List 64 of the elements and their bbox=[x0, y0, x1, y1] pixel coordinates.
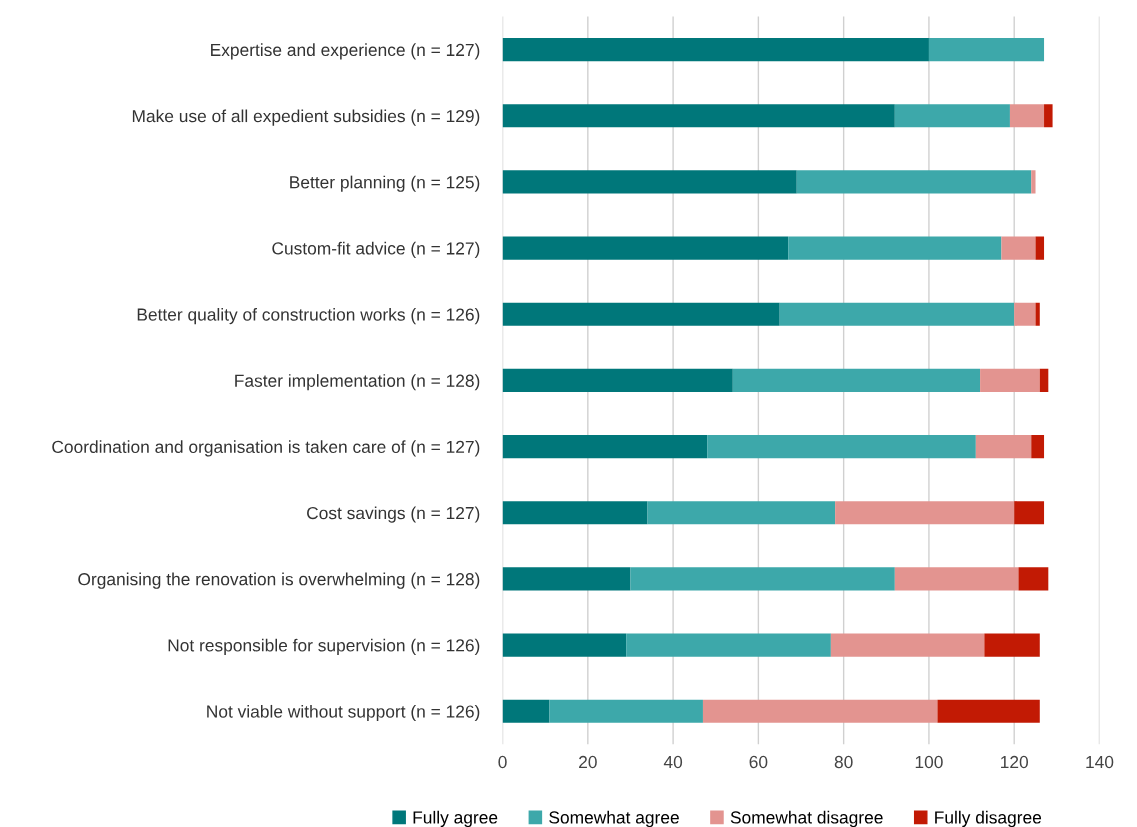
bar bbox=[502, 236, 789, 260]
bar bbox=[1014, 302, 1036, 326]
y-tick-label: Cost savings (n = 127) bbox=[307, 506, 480, 523]
bar bbox=[928, 38, 1045, 62]
x-tick-label: 0 bbox=[498, 755, 507, 769]
bar bbox=[779, 302, 1015, 326]
bar bbox=[1009, 104, 1045, 128]
bar bbox=[788, 236, 1002, 260]
bar bbox=[1018, 567, 1049, 591]
y-tick-label: Faster implementation (n = 128) bbox=[235, 374, 480, 391]
bar bbox=[1035, 302, 1040, 326]
bar bbox=[502, 633, 627, 657]
x-tick-label: 60 bbox=[749, 755, 768, 769]
bar bbox=[502, 170, 797, 194]
legend-label: Fully disagree bbox=[935, 810, 1042, 827]
y-tick-label: Organising the renovation is overwhelming (n = 128) bbox=[78, 572, 480, 589]
bar bbox=[1014, 501, 1045, 525]
bar bbox=[502, 501, 648, 525]
bar bbox=[502, 302, 780, 326]
bar bbox=[502, 567, 631, 591]
x-tick-label: 20 bbox=[579, 755, 597, 769]
bar bbox=[647, 501, 836, 525]
y-tick-label: Better planning (n = 125) bbox=[290, 175, 480, 192]
bar bbox=[796, 170, 1032, 194]
bar bbox=[894, 567, 1019, 591]
y-tick-label: Custom-fit advice (n = 127) bbox=[272, 241, 480, 258]
bar bbox=[502, 435, 708, 459]
y-tick-label: Expertise and experience (n = 127) bbox=[211, 43, 480, 60]
bar bbox=[502, 368, 733, 392]
bar bbox=[1044, 104, 1053, 128]
bar bbox=[630, 567, 895, 591]
bar bbox=[830, 633, 985, 657]
y-tick-label: Not responsible for supervision (n = 126) bbox=[168, 638, 480, 655]
legend-label: Fully agree bbox=[413, 810, 498, 827]
bar bbox=[894, 104, 1010, 128]
x-tick-label: 120 bbox=[1001, 755, 1029, 769]
legend-label: Somewhat disagree bbox=[730, 810, 883, 827]
bar bbox=[702, 699, 938, 723]
bar bbox=[1001, 236, 1036, 260]
bar bbox=[502, 699, 550, 723]
bar bbox=[1031, 170, 1036, 194]
bar bbox=[984, 633, 1040, 657]
bar bbox=[502, 104, 895, 128]
x-tick-label: 140 bbox=[1086, 755, 1114, 769]
bar bbox=[835, 501, 1015, 525]
bar bbox=[502, 38, 929, 62]
bar bbox=[1035, 236, 1045, 260]
y-tick-label: Coordination and organisation is taken care of (n = 127) bbox=[52, 440, 480, 457]
bar bbox=[937, 699, 1040, 723]
y-tick-label: Not viable without support (n = 126) bbox=[207, 704, 480, 722]
bar bbox=[975, 435, 1032, 459]
legend-label: Somewhat agree bbox=[549, 810, 679, 827]
y-tick-label: Better quality of construction works (n = 126) bbox=[137, 307, 480, 325]
bar bbox=[980, 368, 1040, 392]
x-tick-label: 40 bbox=[663, 755, 683, 769]
bar bbox=[707, 435, 976, 459]
bar bbox=[1039, 368, 1049, 392]
x-tick-label: 100 bbox=[915, 755, 943, 769]
bar bbox=[549, 699, 703, 723]
x-tick-label: 80 bbox=[834, 755, 853, 769]
bar bbox=[1031, 435, 1045, 459]
bar bbox=[626, 633, 831, 657]
bar bbox=[732, 368, 981, 392]
y-tick-label: Make use of all expedient subsidies (n = 129) bbox=[132, 109, 480, 126]
